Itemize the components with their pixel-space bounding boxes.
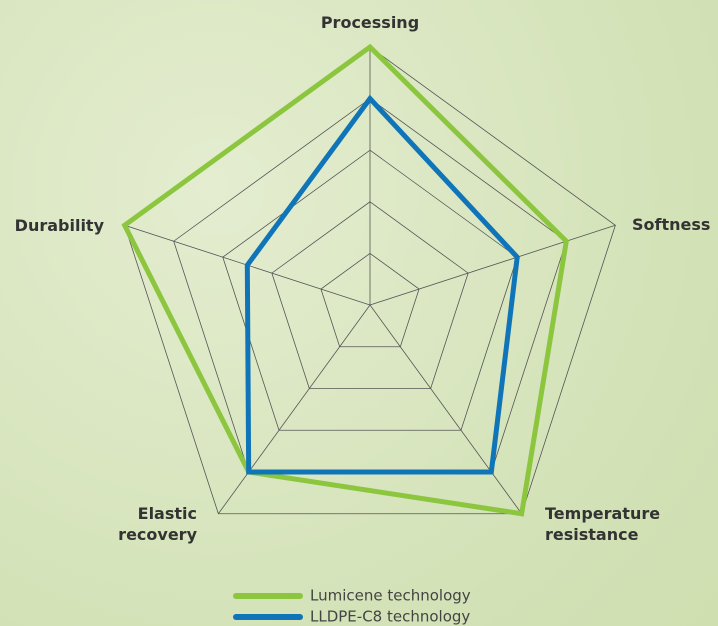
series-line [125,47,567,514]
spoke [370,225,615,305]
axis-label: Processing [270,12,470,33]
chart: Lumicene technology LLDPE-C8 technology P… [0,0,718,626]
legend-label: Lumicene technology [310,587,471,605]
axis-label: Elastic recovery [97,503,197,545]
axis-label: Durability [0,215,104,236]
axis-label: Softness [632,214,718,235]
spoke [218,305,370,514]
legend-label: LLDPE-C8 technology [310,608,470,626]
axis-label: Temperature resistance [545,503,665,545]
